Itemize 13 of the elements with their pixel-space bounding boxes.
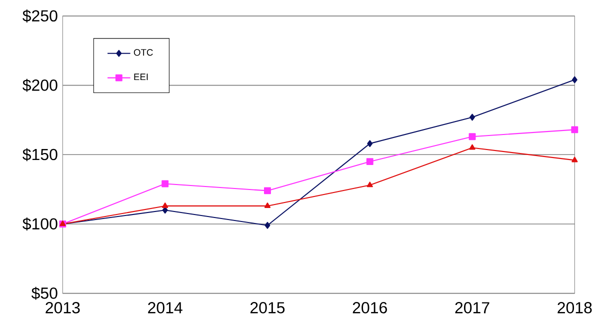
x-tick-label: 2018 [558, 302, 592, 314]
x-tick-label: 2016 [352, 302, 387, 314]
y-tick-label: $250 [22, 10, 58, 22]
y-tick-label: $150 [22, 148, 58, 162]
y-tick-label: $200 [22, 78, 58, 92]
x-tick-label: 2014 [148, 302, 182, 314]
x-tick-label: 2013 [46, 302, 80, 314]
y-tick-label: $50 [31, 286, 58, 300]
legend-label: EEI [134, 74, 148, 80]
y-tick-label: $100 [22, 218, 58, 230]
x-tick-label: 2017 [455, 302, 490, 314]
x-tick-label: 2015 [250, 302, 285, 314]
legend-label: OTC [134, 49, 153, 56]
